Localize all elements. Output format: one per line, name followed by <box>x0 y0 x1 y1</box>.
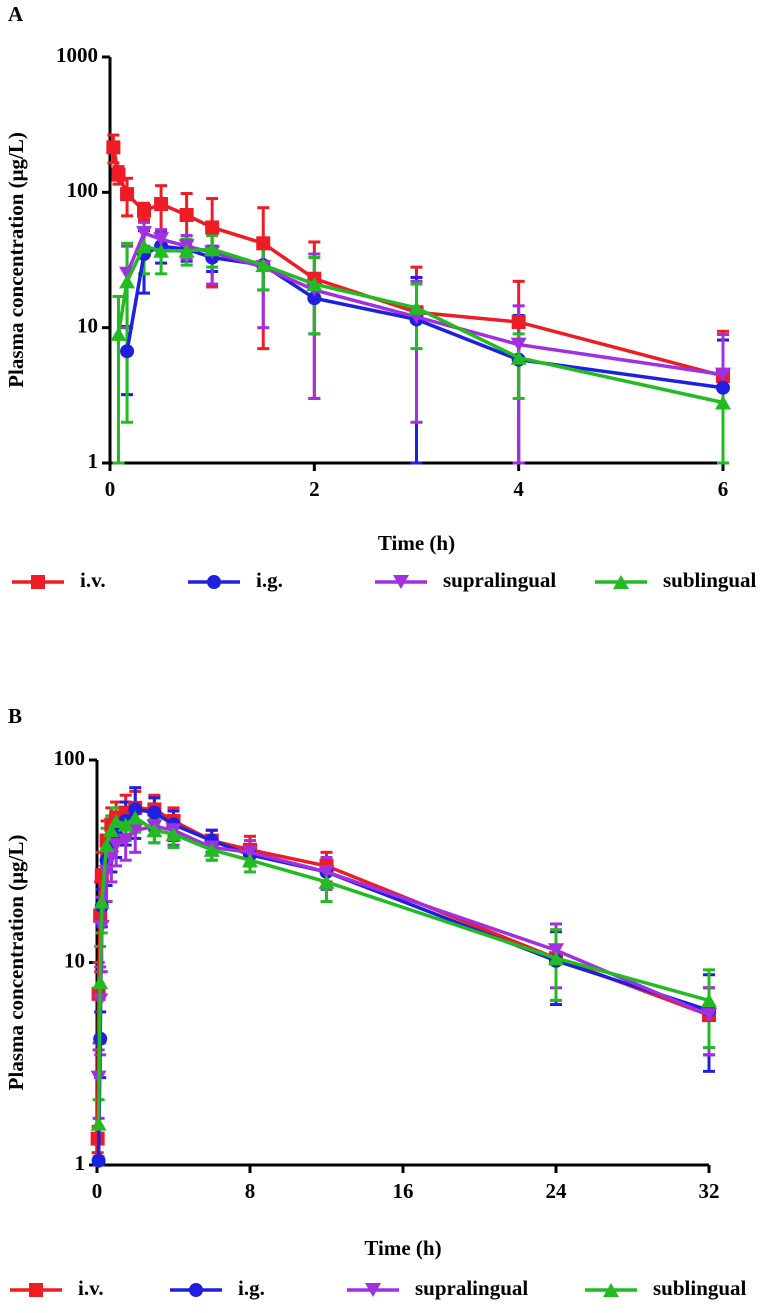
data-point <box>165 827 182 842</box>
legend-label: sublingual <box>653 1276 747 1300</box>
data-point <box>204 242 221 257</box>
data-point <box>93 894 110 909</box>
data-point <box>701 1008 717 1023</box>
data-point <box>318 864 335 879</box>
data-point <box>154 196 169 211</box>
data-point <box>510 350 527 365</box>
legend-label: supralingual <box>443 568 556 592</box>
data-point <box>119 274 136 289</box>
data-point <box>715 367 731 382</box>
y-tick-label: 100 <box>67 178 99 202</box>
data-point <box>153 232 170 247</box>
y-tick-label: 1 <box>75 1151 86 1175</box>
x-tick-label: 0 <box>105 477 116 501</box>
legend-marker <box>29 1283 43 1297</box>
data-point <box>153 243 170 258</box>
data-point <box>108 813 125 828</box>
data-point <box>548 943 564 958</box>
x-tick-label: 8 <box>245 1179 256 1203</box>
legend-label: sublingual <box>663 568 757 592</box>
data-point <box>306 277 323 292</box>
series-line <box>96 807 710 1161</box>
y-tick-label: 100 <box>54 746 86 770</box>
data-point <box>117 817 134 832</box>
data-point <box>548 951 564 966</box>
series-line <box>125 230 724 377</box>
data-point <box>120 344 135 359</box>
data-point <box>307 291 322 306</box>
series-line <box>96 824 710 1078</box>
x-tick-label: 16 <box>393 1179 414 1203</box>
legend-marker <box>613 575 629 589</box>
legend-label: i.g. <box>238 1276 265 1300</box>
x-tick-label: 24 <box>546 1179 568 1203</box>
legend-marker <box>603 1283 619 1297</box>
x-axis-label: Time (h) <box>364 1236 441 1260</box>
y-tick-label: 1 <box>88 449 99 473</box>
data-point <box>128 802 143 817</box>
data-point <box>701 993 717 1008</box>
series-line <box>111 147 724 378</box>
legend-marker <box>365 1283 381 1297</box>
data-point <box>127 810 144 825</box>
data-point <box>136 239 153 254</box>
data-point <box>120 187 135 202</box>
series-line <box>96 815 710 1124</box>
data-point <box>117 833 134 848</box>
y-axis-label: Plasma concentration (μg/L) <box>4 835 28 1091</box>
legend-marker <box>207 575 221 589</box>
data-point <box>108 838 125 853</box>
data-point <box>106 140 121 155</box>
x-tick-label: 0 <box>92 1179 103 1203</box>
data-point <box>255 258 272 273</box>
data-point <box>242 853 258 868</box>
data-point <box>111 167 126 182</box>
data-point <box>408 300 425 315</box>
legend-label: i.v. <box>80 568 106 592</box>
data-point <box>510 337 527 352</box>
legend-marker <box>31 575 45 589</box>
data-point <box>318 874 335 889</box>
data-point <box>98 864 115 879</box>
data-point <box>136 226 153 241</box>
series-line <box>95 806 710 1139</box>
data-point <box>178 243 195 258</box>
legend-marker <box>189 1283 203 1297</box>
x-tick-label: 32 <box>699 1179 720 1203</box>
x-tick-label: 4 <box>513 477 524 501</box>
data-point <box>91 1153 106 1168</box>
y-axis-label: Plasma concentration (μg/L) <box>4 132 28 388</box>
x-tick-label: 6 <box>718 477 729 501</box>
legend-label: supralingual <box>415 1276 528 1300</box>
legend-marker <box>393 575 409 589</box>
panel-label: B <box>8 704 22 728</box>
panel-label: A <box>8 2 24 26</box>
y-tick-label: 1000 <box>56 43 98 67</box>
data-point <box>147 805 162 820</box>
x-axis-label: Time (h) <box>378 531 455 555</box>
data-point <box>511 315 526 330</box>
data-point <box>146 823 163 838</box>
data-point <box>92 975 109 990</box>
y-tick-label: 10 <box>77 313 98 337</box>
legend-label: i.v. <box>78 1276 104 1300</box>
data-point <box>127 823 144 838</box>
data-point <box>90 1116 107 1131</box>
data-point <box>716 380 730 395</box>
x-tick-label: 2 <box>309 477 320 501</box>
data-point <box>205 220 220 235</box>
data-point <box>242 845 258 860</box>
data-point <box>110 326 127 341</box>
data-point <box>98 838 115 853</box>
data-point <box>256 236 271 251</box>
data-point <box>179 208 194 223</box>
data-point <box>715 395 731 410</box>
data-point <box>203 842 220 857</box>
y-tick-label: 10 <box>64 948 85 972</box>
data-point <box>103 823 120 838</box>
data-point <box>137 203 152 218</box>
legend-label: i.g. <box>256 568 283 592</box>
